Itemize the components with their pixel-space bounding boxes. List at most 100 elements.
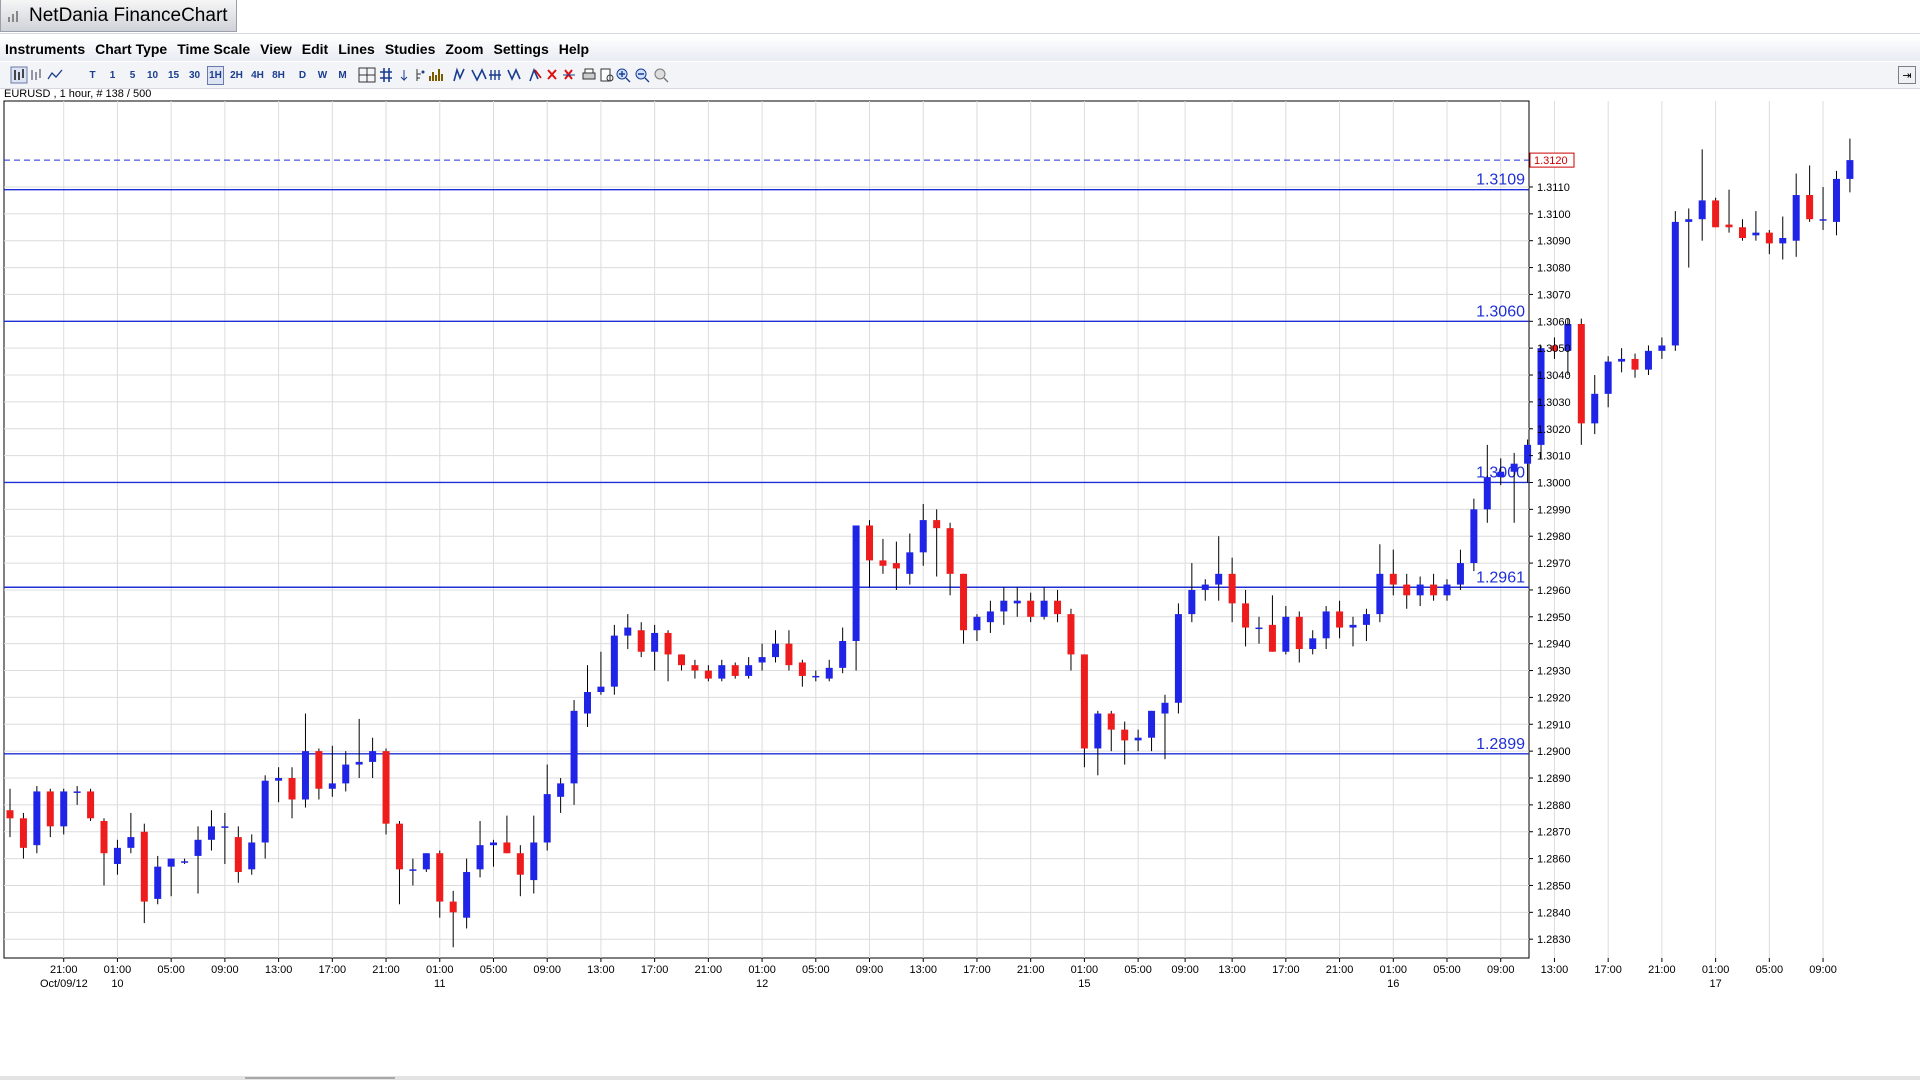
candle-body-down — [1430, 584, 1438, 596]
y-tick-label: 1.3020 — [1537, 424, 1571, 436]
candle-body-up — [127, 837, 135, 848]
x-tick-label: 13:00 — [909, 964, 937, 976]
candle-body-up — [342, 764, 350, 784]
candle-body-up — [718, 665, 726, 679]
candle-body-down — [46, 791, 54, 827]
timescale-w-button[interactable]: W — [317, 70, 328, 81]
last-price-label: 1.3120 — [1534, 155, 1568, 167]
x-date-label: 12 — [756, 978, 768, 990]
candle-body-up — [1094, 713, 1102, 749]
x-tick-label: 09:00 — [1809, 964, 1837, 976]
x-tick-label: 09:00 — [1487, 964, 1515, 976]
x-date-label: 16 — [1387, 978, 1399, 990]
level-label: 1.3060 — [1476, 303, 1525, 320]
instrument-info: EURUSD , 1 hour, # 138 / 500 — [4, 88, 152, 100]
y-tick-label: 1.2840 — [1537, 907, 1571, 919]
candle-body-up — [409, 869, 417, 871]
x-tick-label: 01:00 — [1380, 964, 1408, 976]
menu-studies[interactable]: Studies — [384, 41, 436, 57]
candle-body-up — [1456, 563, 1464, 585]
candle-body-down — [1080, 654, 1088, 749]
candle-body-up — [221, 826, 229, 828]
x-tick-label: 17:00 — [641, 964, 669, 976]
menu-settings[interactable]: Settings — [493, 41, 549, 57]
timescale-d-button[interactable]: D — [298, 70, 307, 81]
x-tick-label: 21:00 — [1648, 964, 1676, 976]
menu-view[interactable]: View — [260, 41, 292, 57]
menu-lines[interactable]: Lines — [338, 41, 375, 57]
candle-body-down — [1242, 603, 1250, 628]
timescale-4h-button[interactable]: 4H — [251, 70, 264, 81]
y-tick-label: 1.2940 — [1537, 639, 1571, 651]
candle-body-down — [1295, 616, 1303, 650]
candlestick-chart[interactable]: 1.3109 1.3060 1.3000 1.2961 1.2899 1.3110 1.3… — [0, 0, 1920, 1000]
menu-edit[interactable]: Edit — [301, 41, 329, 57]
candle-body-up — [33, 791, 41, 846]
timescale-30-button[interactable]: 30 — [188, 70, 201, 81]
candle-body-up — [489, 842, 497, 846]
x-date-label: 11 — [434, 978, 445, 990]
timescale-8h-button[interactable]: 8H — [272, 70, 285, 81]
candle-body-up — [624, 627, 632, 636]
candle-body-down — [1107, 713, 1115, 730]
x-tick-label: 13:00 — [1541, 964, 1569, 976]
timescale-10-button[interactable]: 10 — [146, 70, 159, 81]
panel-toggle-button[interactable]: ⇥ — [1898, 66, 1916, 84]
candle-body-down — [1403, 584, 1411, 596]
timescale-m-button[interactable]: M — [338, 70, 347, 81]
candle-body-up — [986, 611, 994, 623]
app-title: NetDania FinanceChart — [29, 4, 228, 26]
y-tick-label: 1.2910 — [1537, 719, 1571, 731]
menu-chart-type[interactable]: Chart Type — [95, 41, 168, 57]
candle-body-up — [1671, 221, 1679, 346]
y-tick-label: 1.2920 — [1537, 692, 1571, 704]
candle-body-down — [436, 853, 444, 902]
candle-body-up — [1752, 232, 1760, 236]
x-tick-label: 01:00 — [1702, 964, 1730, 976]
candle-body-down — [1577, 323, 1585, 424]
candle-body-up — [973, 616, 981, 631]
candle-body-up — [248, 842, 256, 870]
candle-body-down — [664, 632, 672, 655]
candle-body-down — [785, 643, 793, 666]
timescale-15-button[interactable]: 15 — [167, 70, 180, 81]
y-tick-label: 1.2900 — [1537, 746, 1571, 758]
timescale-1h-button[interactable]: 1H — [207, 66, 224, 85]
x-tick-label: 05:00 — [480, 964, 508, 976]
menu-zoom[interactable]: Zoom — [445, 41, 484, 57]
x-tick-label: 09:00 — [856, 964, 884, 976]
candle-body-up — [463, 872, 471, 918]
x-tick-label: 01:00 — [104, 964, 132, 976]
y-tick-label: 1.3090 — [1537, 236, 1571, 248]
candle-body-up — [1000, 600, 1008, 612]
horizontal-scrollbar[interactable] — [0, 1076, 1920, 1080]
candle-body-up — [1779, 238, 1787, 244]
drawing-tools-icons[interactable] — [358, 66, 738, 84]
candle-body-up — [530, 842, 538, 881]
candle-body-down — [140, 831, 148, 902]
x-tick-label: 17:00 — [1594, 964, 1622, 976]
candle-body-up — [1698, 200, 1706, 220]
y-tick-label: 1.3000 — [1537, 477, 1571, 489]
candle-body-down — [731, 665, 739, 676]
candle-body-up — [1416, 584, 1424, 596]
chart-type-icons[interactable] — [10, 66, 66, 84]
scrollbar-thumb[interactable] — [245, 1077, 395, 1079]
timescale-5-button[interactable]: 5 — [129, 70, 136, 81]
candle-body-up — [167, 858, 175, 867]
candle-body-down — [1228, 573, 1236, 604]
menu-help[interactable]: Help — [558, 41, 590, 57]
candle-body-down — [798, 662, 806, 676]
candle-body-down — [449, 901, 457, 913]
candle-body-up — [1040, 600, 1048, 617]
menu-instruments[interactable]: Instruments — [5, 41, 86, 57]
menu-time-scale[interactable]: Time Scale — [177, 41, 251, 57]
candle-body-up — [557, 783, 565, 797]
x-tick-label: 01:00 — [748, 964, 776, 976]
x-date-label: 17 — [1709, 978, 1721, 990]
timescale-2h-button[interactable]: 2H — [230, 70, 243, 81]
candle-body-down — [100, 820, 108, 854]
candle-body-down — [892, 563, 900, 569]
timescale-1-button[interactable]: 1 — [109, 70, 116, 81]
timescale-t-button[interactable]: T — [89, 70, 96, 81]
